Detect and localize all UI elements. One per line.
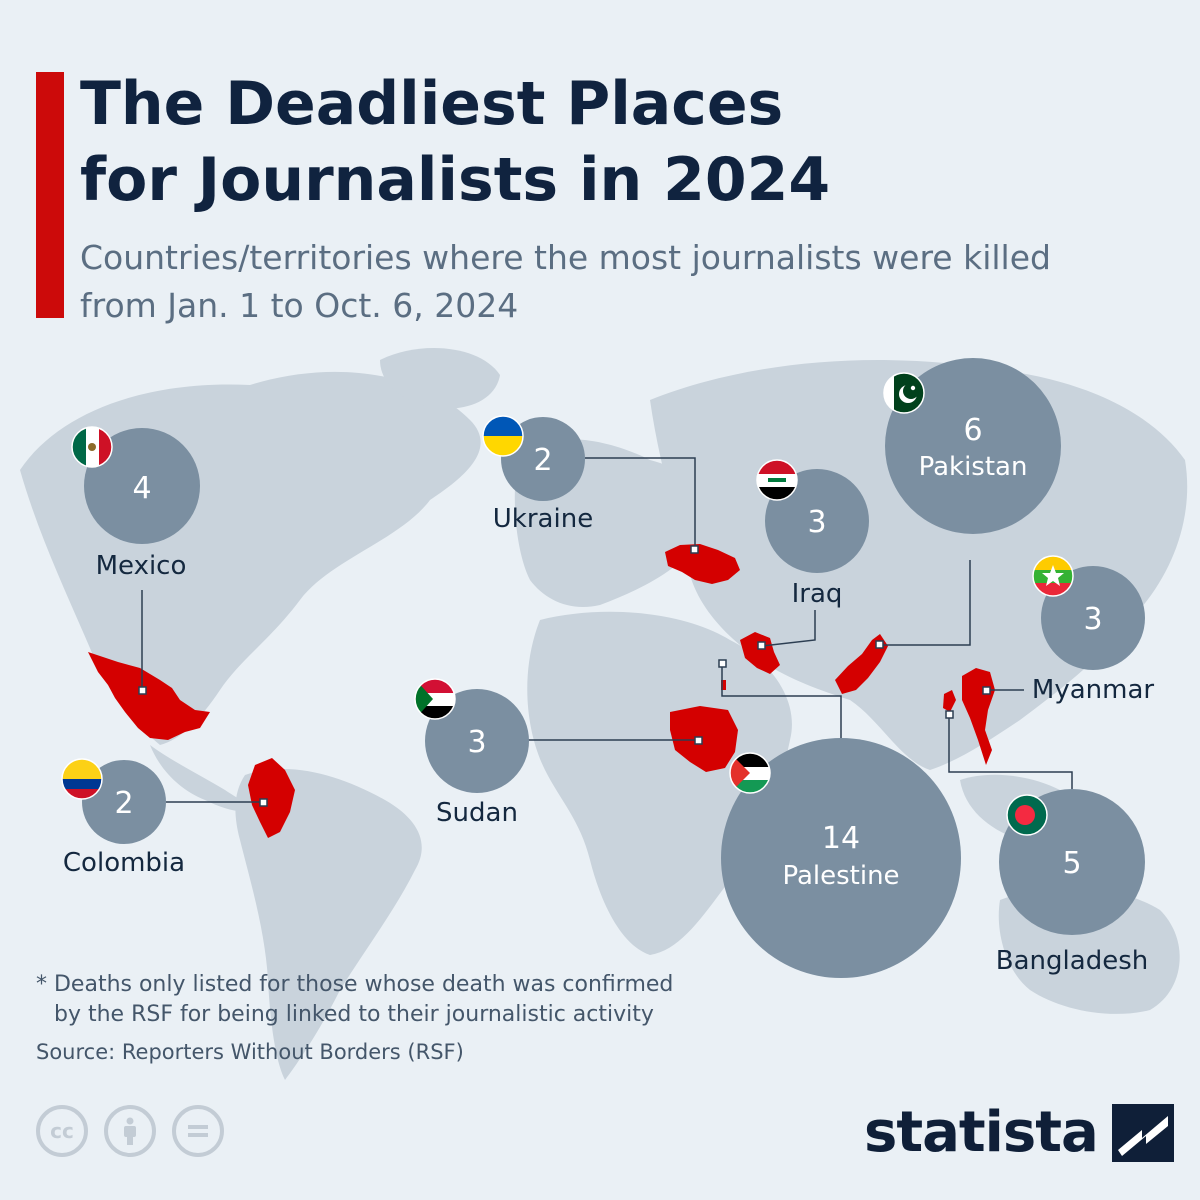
bubble-outer-labels: Mexico Colombia Ukraine Iraq Myanmar Sud… <box>63 504 1154 976</box>
anchor-pakistan <box>875 640 884 649</box>
highlighted-countries <box>88 544 995 838</box>
leader-ukraine <box>585 457 696 549</box>
page-title: The Deadliest Places for Journalists in … <box>80 66 1080 218</box>
value-pakistan: 6 <box>963 413 982 448</box>
anchor-sudan <box>694 736 703 745</box>
anchor-bangladesh <box>945 710 954 719</box>
iraq-flag <box>756 459 798 501</box>
value-myanmar: 3 <box>1083 602 1102 637</box>
footnote: * Deaths only listed for those whose dea… <box>36 970 756 1030</box>
label-bangladesh: Bangladesh <box>996 946 1148 976</box>
anchor-mexico <box>138 686 147 695</box>
value-colombia: 2 <box>114 786 133 821</box>
bubble-sudan <box>425 689 529 793</box>
sudan-flag <box>414 678 456 720</box>
source-note: Source: Reporters Without Borders (RSF) <box>36 1040 464 1064</box>
country-shape-iraq <box>740 632 780 674</box>
country-shape-sudan <box>670 706 738 772</box>
label-palestine: Palestine <box>782 861 899 891</box>
country-shape-colombia <box>248 758 295 838</box>
title-line-1: The Deadliest Places <box>80 69 784 139</box>
label-iraq: Iraq <box>792 579 843 609</box>
bubble-pakistan <box>885 358 1061 534</box>
bubble-inner-labels: Pakistan Palestine <box>782 452 1027 891</box>
label-ukraine: Ukraine <box>493 504 593 534</box>
leader-iraq <box>761 610 816 647</box>
leader-pakistan <box>880 560 971 646</box>
landmass-central-america <box>150 745 255 812</box>
anchor-myanmar <box>982 686 991 695</box>
colombia-flag <box>61 758 103 800</box>
no-derivatives-icon[interactable] <box>172 1105 224 1157</box>
value-mexico: 4 <box>132 471 151 506</box>
accent-bar <box>36 72 64 318</box>
bubble-colombia <box>82 760 166 844</box>
ukraine-flag <box>482 415 524 457</box>
value-sudan: 3 <box>467 725 486 760</box>
myanmar-flag <box>1032 555 1074 597</box>
landmass-south-america <box>235 769 422 1080</box>
bubble-values: 4 2 2 3 6 3 3 14 5 <box>114 413 1102 881</box>
country-shape-pakistan <box>835 634 888 694</box>
footnote-line-2: by the RSF for being linked to their jou… <box>54 1002 654 1027</box>
value-ukraine: 2 <box>533 443 552 478</box>
leader-palestine <box>721 664 842 740</box>
anchor-ukraine <box>690 545 699 554</box>
anchor-palestine <box>718 659 727 668</box>
page-subtitle: Countries/territories where the most jou… <box>80 234 1170 330</box>
country-shape-mexico <box>88 652 210 740</box>
attribution-icon[interactable] <box>104 1105 156 1157</box>
label-pakistan: Pakistan <box>919 452 1028 482</box>
label-colombia: Colombia <box>63 848 185 878</box>
footnote-line-1: * Deaths only listed for those whose dea… <box>36 972 674 997</box>
bubble-myanmar <box>1041 566 1145 670</box>
license-icons: cc <box>36 1105 224 1157</box>
anchor-iraq <box>757 641 766 650</box>
anchor-markers <box>138 545 991 807</box>
label-mexico: Mexico <box>96 551 187 581</box>
title-line-2: for Journalists in 2024 <box>80 145 831 215</box>
subtitle-line-2: from Jan. 1 to Oct. 6, 2024 <box>80 286 519 325</box>
palestine-flag <box>729 752 771 794</box>
country-shape-ukraine <box>665 544 740 584</box>
leader-lines <box>141 457 1073 803</box>
label-myanmar: Myanmar <box>1032 675 1154 705</box>
cc-icon[interactable]: cc <box>36 1105 88 1157</box>
bangladesh-flag <box>1006 794 1048 836</box>
value-palestine: 14 <box>822 821 860 856</box>
brand-wordmark: statista <box>864 1100 1099 1165</box>
pakistan-flag <box>883 372 925 414</box>
value-bangladesh: 5 <box>1062 846 1081 881</box>
bubble-mexico <box>84 428 200 544</box>
anchor-colombia <box>259 798 268 807</box>
landmass-greenland <box>380 348 500 409</box>
subtitle-line-1: Countries/territories where the most jou… <box>80 238 1051 277</box>
statista-logo-icon <box>1111 1104 1174 1162</box>
leader-bangladesh <box>948 715 1073 793</box>
value-iraq: 3 <box>807 505 826 540</box>
country-shape-bangladesh <box>943 690 956 712</box>
brand-logo[interactable]: statista <box>864 1100 1174 1166</box>
label-sudan: Sudan <box>436 798 518 828</box>
bubble-palestine <box>721 738 961 978</box>
mexico-flag <box>71 426 113 468</box>
